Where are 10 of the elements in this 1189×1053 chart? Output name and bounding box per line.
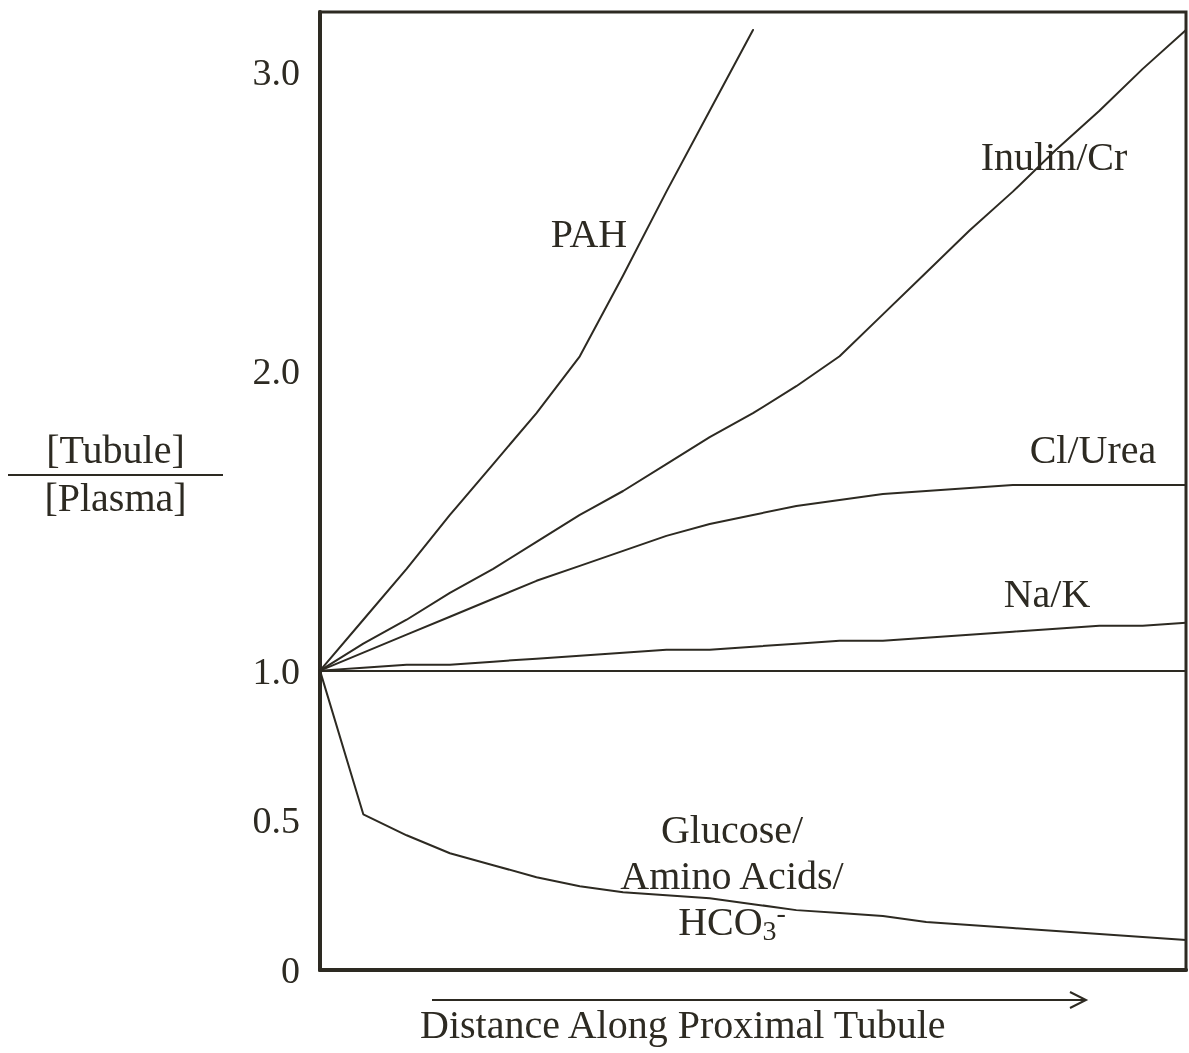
annotation: Na/K [1003, 570, 1091, 616]
y-axis-title: [Tubule] [Plasma] [43, 427, 188, 520]
y-tick-label: 2.0 [252, 350, 300, 393]
annotation: Cl/Urea [1029, 426, 1157, 472]
y-tick-label: 0.5 [252, 799, 300, 842]
y-tick-label: 3.0 [252, 50, 300, 93]
y-tick-label: 0 [281, 949, 300, 991]
y-tick-label: 1.0 [252, 649, 300, 692]
x-axis-title: Distance Along Proximal Tubule [420, 1002, 946, 1047]
annotation: PAH [550, 210, 628, 256]
